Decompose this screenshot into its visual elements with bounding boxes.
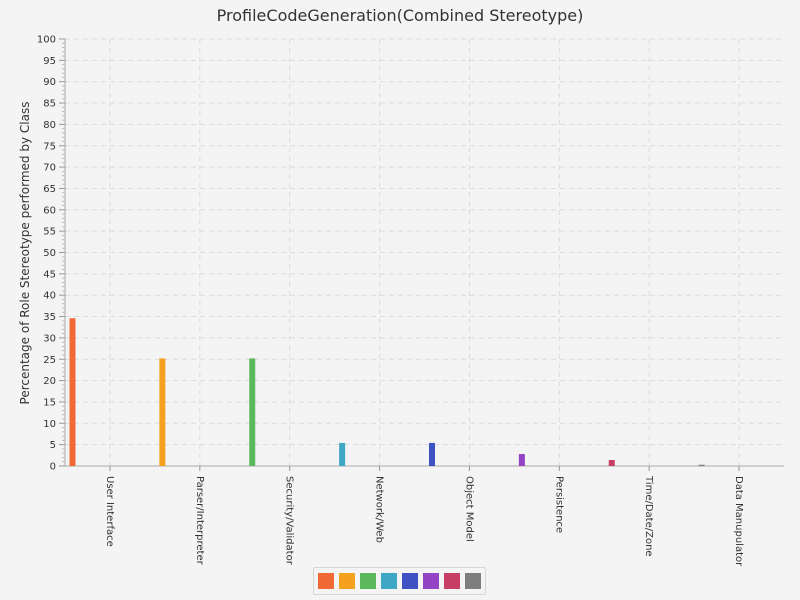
bars — [69, 318, 705, 466]
x-tick-label: Time/Date/Zone — [643, 475, 654, 557]
bar-time-date-zone — [608, 460, 615, 466]
y-tick-label: 30 — [43, 333, 56, 344]
y-tick-label: 90 — [43, 77, 56, 88]
bar-data-manupulator — [698, 464, 705, 466]
y-tick-label: 75 — [43, 141, 56, 152]
y-tick-label: 60 — [43, 205, 56, 216]
axes — [64, 39, 784, 467]
y-tick-label: 40 — [43, 291, 56, 302]
y-tick-label: 55 — [43, 227, 56, 238]
y-axis-ticks: 0 5 10 15 20 25 30 35 40 45 50 55 60 65 70 75 80 85 90 95 10… — [37, 35, 65, 473]
bar-persistence — [518, 454, 525, 466]
x-tick-label: User Interface — [104, 476, 115, 547]
x-tick-label: Object Model — [463, 476, 474, 542]
y-tick-label: 65 — [43, 184, 56, 195]
legend-swatch — [339, 573, 355, 589]
x-tick-label: Security/Validator — [284, 476, 295, 566]
y-tick-label: 70 — [43, 163, 56, 174]
legend-swatch — [465, 573, 481, 589]
y-tick-label: 85 — [43, 99, 56, 110]
y-tick-label: 35 — [43, 312, 56, 323]
bar-user-interface — [69, 318, 76, 466]
y-tick-label: 45 — [43, 269, 56, 280]
y-tick-label: 15 — [43, 397, 56, 408]
legend — [313, 567, 486, 595]
legend-swatch — [318, 573, 334, 589]
x-axis-ticks: User Interface Parser/Interpreter Security… — [104, 466, 744, 567]
x-tick-label: Persistence — [553, 476, 564, 533]
y-tick-label: 95 — [43, 56, 56, 67]
x-tick-label: Parser/Interpreter — [194, 476, 205, 566]
y-axis-label: Percentage of Role Stereotype performed … — [18, 102, 32, 405]
legend-swatch — [360, 573, 376, 589]
grid — [65, 38, 784, 466]
y-tick-label: 100 — [37, 35, 56, 46]
chart-title: ProfileCodeGeneration(Combined Stereotyp… — [216, 6, 584, 25]
y-tick-label: 80 — [43, 120, 56, 131]
bar-parser-interpreter — [159, 358, 166, 466]
legend-swatch — [423, 573, 439, 589]
y-tick-label: 20 — [43, 376, 56, 387]
y-tick-label: 5 — [50, 440, 56, 451]
bar-security-validator — [249, 358, 256, 466]
y-tick-label: 25 — [43, 355, 56, 366]
y-tick-label: 50 — [43, 248, 56, 259]
bar-object-model — [428, 442, 435, 466]
legend-swatch — [444, 573, 460, 589]
x-tick-label: Network/Web — [374, 476, 385, 543]
legend-swatch — [402, 573, 418, 589]
x-tick-label: Data Manupulator — [733, 476, 744, 567]
y-tick-label: 10 — [43, 419, 56, 430]
legend-swatch — [381, 573, 397, 589]
bar-network-web — [339, 442, 346, 466]
y-tick-label: 0 — [50, 462, 56, 473]
